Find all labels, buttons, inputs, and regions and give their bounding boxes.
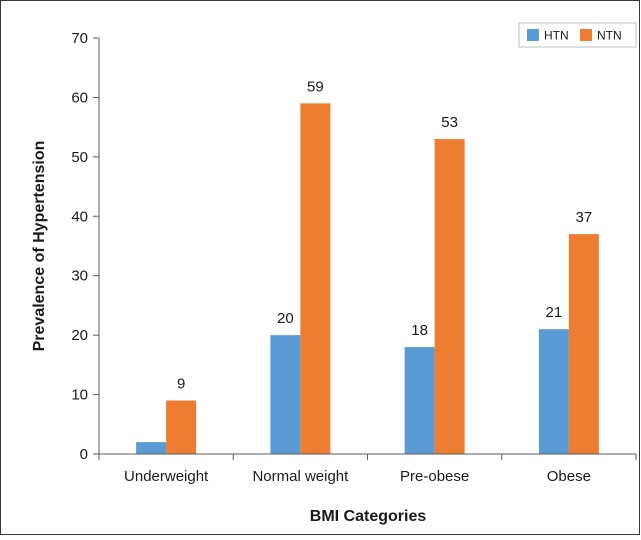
y-ticks-group: 0 10 20 30 40 50 60 70 — [71, 30, 99, 463]
legend-label-htn: HTN — [544, 29, 569, 43]
data-label-ntn: 37 — [576, 209, 593, 226]
y-tick-label: 30 — [71, 268, 88, 285]
y-tick-label: 70 — [71, 30, 88, 47]
data-label-ntn: 53 — [441, 114, 458, 131]
y-tick-label: 20 — [71, 327, 88, 344]
bar-ntn — [434, 139, 465, 454]
bar-htn — [136, 442, 167, 454]
x-category-label: Underweight — [124, 468, 209, 485]
data-label-htn: 18 — [411, 322, 428, 339]
bar-htn — [404, 347, 435, 454]
legend-swatch-ntn — [580, 29, 592, 41]
y-tick-label: 60 — [71, 89, 88, 106]
bar-htn — [270, 335, 301, 454]
data-labels-group: 9 20 59 18 53 21 37 — [177, 78, 592, 392]
y-axis-title: Prevalence of Hypertension — [31, 141, 48, 352]
y-tick-label: 50 — [71, 149, 88, 166]
bar-ntn — [300, 103, 331, 454]
data-label-htn: 20 — [277, 310, 294, 327]
x-axis-title: BMI Categories — [310, 508, 427, 525]
x-category-label: Normal weight — [252, 468, 349, 485]
x-category-label: Pre-obese — [400, 468, 469, 485]
bar-ntn — [166, 400, 197, 454]
legend: HTN NTN — [518, 22, 637, 48]
data-label-ntn: 9 — [177, 376, 185, 393]
x-category-label: Obese — [547, 468, 591, 485]
data-label-htn: 21 — [546, 304, 563, 321]
y-tick-label: 10 — [71, 387, 88, 404]
bar-ntn — [568, 234, 599, 454]
legend-label-ntn: NTN — [597, 29, 622, 43]
bar-htn — [538, 329, 569, 454]
y-tick-label: 40 — [71, 208, 88, 225]
x-ticks-group: Underweight Normal weight Pre-obese Obese — [98, 454, 637, 485]
data-label-ntn: 59 — [307, 78, 324, 95]
y-tick-label: 0 — [80, 446, 88, 463]
bars-group — [136, 103, 599, 454]
legend-swatch-htn — [527, 29, 539, 41]
